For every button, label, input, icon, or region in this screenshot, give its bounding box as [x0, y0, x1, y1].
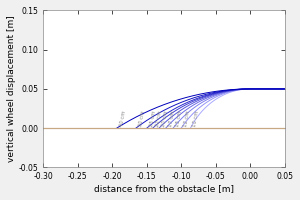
- Text: 40 cm: 40 cm: [119, 110, 127, 127]
- Text: 30 cm: 30 cm: [138, 110, 146, 127]
- Text: 15 cm: 15 cm: [175, 110, 183, 127]
- Text: 10 cm: 10 cm: [193, 110, 200, 127]
- Text: 22 cm: 22 cm: [155, 110, 163, 127]
- X-axis label: distance from the obstacle [m]: distance from the obstacle [m]: [94, 184, 234, 193]
- Y-axis label: vertical wheel displacement [m]: vertical wheel displacement [m]: [7, 16, 16, 162]
- Text: 25 cm: 25 cm: [149, 110, 157, 127]
- Text: 17 cm: 17 cm: [168, 110, 176, 127]
- Text: 20 cm: 20 cm: [161, 110, 169, 127]
- Text: 12 cm: 12 cm: [183, 110, 191, 127]
